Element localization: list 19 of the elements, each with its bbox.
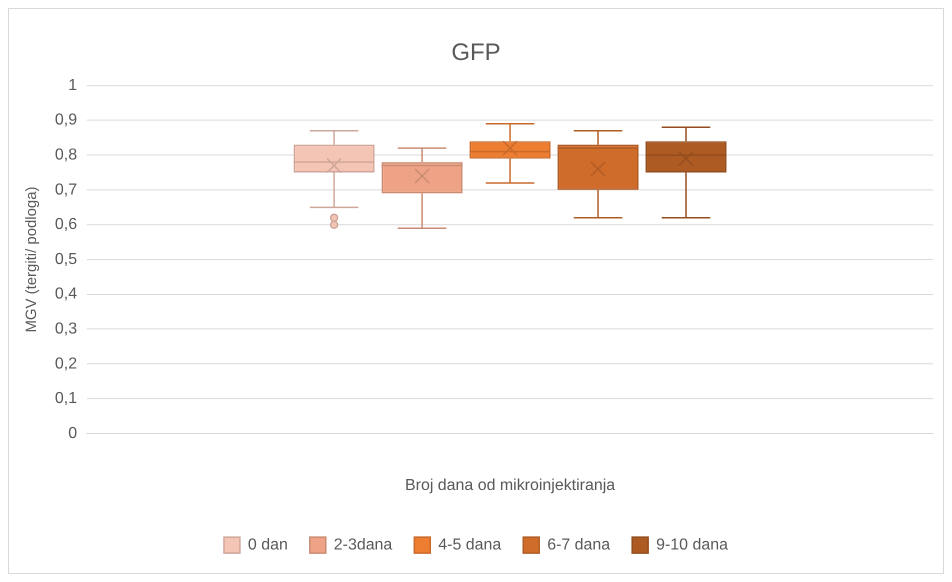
legend-label: 0 dan xyxy=(248,536,288,554)
y-tick-label: 0 xyxy=(68,424,78,442)
legend-label: 6-7 dana xyxy=(547,536,610,554)
legend-label: 9-10 dana xyxy=(656,536,728,554)
y-tick-label: 0,6 xyxy=(54,216,78,234)
legend-label: 2-3dana xyxy=(334,536,392,554)
x-axis-title: Broj dana od mikroinjektiranja xyxy=(405,477,616,494)
y-tick-label: 0,3 xyxy=(54,320,78,338)
y-tick-label: 0,5 xyxy=(54,250,78,268)
y-tick-label: 0,8 xyxy=(54,146,78,164)
y-tick-label: 0,9 xyxy=(54,112,78,129)
y-tick-label: 0,4 xyxy=(54,286,78,303)
y-tick-label: 0,2 xyxy=(54,355,78,372)
y-axis-title: MGV (tergiti/ podloga) xyxy=(23,186,40,333)
y-tick-label: 1 xyxy=(68,76,78,94)
y-tick-label: 0,1 xyxy=(54,390,78,408)
chart-title: GFP xyxy=(451,38,501,66)
y-tick-label: 0,7 xyxy=(54,181,78,198)
legend-label: 4-5 dana xyxy=(438,536,502,554)
